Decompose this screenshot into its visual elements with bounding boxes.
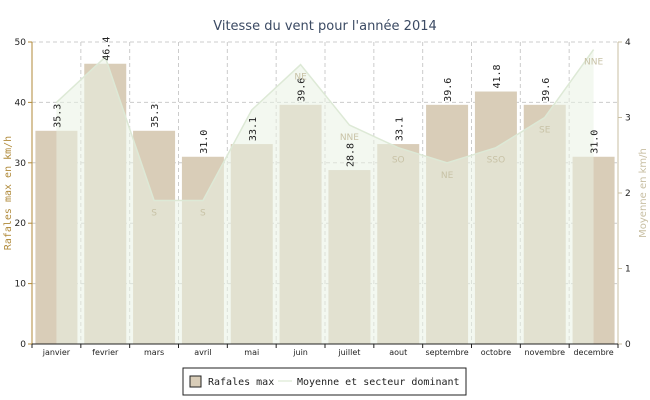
x-tick-label: decembre bbox=[573, 348, 613, 357]
x-tick-label: juillet bbox=[337, 348, 360, 357]
y-tick-label-left: 0 bbox=[20, 340, 26, 350]
bar-value-label: 31.0 bbox=[590, 130, 601, 154]
average-line bbox=[55, 49, 595, 202]
bar-value-label: 41.8 bbox=[492, 64, 503, 88]
bar-value-label: 46.4 bbox=[101, 37, 112, 61]
y-tick-label-left: 40 bbox=[15, 98, 27, 108]
y-tick-label-left: 20 bbox=[15, 219, 27, 229]
direction-label: SE bbox=[539, 126, 551, 136]
direction-label: S bbox=[151, 209, 157, 219]
x-tick-label: juin bbox=[292, 348, 308, 357]
chart-title: Vitesse du vent pour l'année 2014 bbox=[213, 19, 437, 34]
direction-label: NNE bbox=[340, 133, 359, 143]
bar-value-label: 39.6 bbox=[297, 78, 308, 102]
x-tick-label: octobre bbox=[481, 348, 512, 357]
y-tick-label-right: 4 bbox=[625, 38, 631, 48]
bar-value-label: 35.3 bbox=[150, 104, 161, 128]
average-area-group bbox=[55, 49, 595, 345]
x-tick-label: mars bbox=[144, 348, 164, 357]
bar-value-label: 35.3 bbox=[52, 104, 63, 128]
x-tick-label: janvier bbox=[42, 348, 71, 357]
y-tick-label-right: 1 bbox=[625, 265, 631, 275]
direction-label: SO bbox=[392, 156, 405, 166]
x-tick-label: septembre bbox=[426, 348, 469, 357]
x-tick-label: fevrier bbox=[92, 348, 119, 357]
y-tick-label-left: 30 bbox=[15, 159, 27, 169]
y-tick-label-right: 2 bbox=[625, 189, 631, 199]
bar-value-label: 33.1 bbox=[248, 117, 259, 141]
direction-label: NNE bbox=[584, 58, 603, 68]
bar-value-label: 39.6 bbox=[541, 78, 552, 102]
y-axis-title-right: Moyenne en km/h bbox=[638, 148, 649, 238]
bar-value-label: 28.8 bbox=[345, 143, 356, 167]
x-tick-label: avril bbox=[194, 348, 211, 357]
y-tick-label-left: 50 bbox=[15, 38, 27, 48]
direction-label: S bbox=[200, 209, 206, 219]
legend-swatch-rafales bbox=[189, 375, 202, 388]
x-tick-label: mai bbox=[244, 348, 259, 357]
bar-value-label: 31.0 bbox=[199, 130, 210, 154]
legend: Rafales max Moyenne et secteur dominant bbox=[182, 367, 467, 396]
y-axis-title-left: Rafales max en km/h bbox=[3, 136, 14, 250]
legend-label-moyenne: Moyenne et secteur dominant bbox=[297, 377, 460, 388]
legend-label-rafales: Rafales max bbox=[208, 377, 274, 388]
y-tick-label-left: 10 bbox=[15, 280, 27, 290]
y-tick-label-right: 0 bbox=[625, 340, 631, 350]
y-tick-label-right: 3 bbox=[625, 114, 631, 124]
direction-label: NE bbox=[441, 171, 454, 181]
legend-box bbox=[182, 367, 467, 396]
average-area bbox=[56, 49, 594, 345]
x-tick-label: novembre bbox=[524, 348, 565, 357]
direction-label: SSO bbox=[487, 156, 506, 166]
bar-value-label: 39.6 bbox=[443, 78, 454, 102]
x-tick-label: aout bbox=[389, 348, 407, 357]
direction-label: NE bbox=[294, 73, 307, 83]
labels-group: 35.3 46.4 35.3 31.0 33.1 39.6 28.8 33.1 39.6 41.8… bbox=[52, 37, 603, 219]
axes-group: 0 10 20 30 40 50 0 1 2 3 4 janvier fevrier mars avril m… bbox=[3, 38, 649, 357]
bar-value-label: 33.1 bbox=[394, 117, 405, 141]
